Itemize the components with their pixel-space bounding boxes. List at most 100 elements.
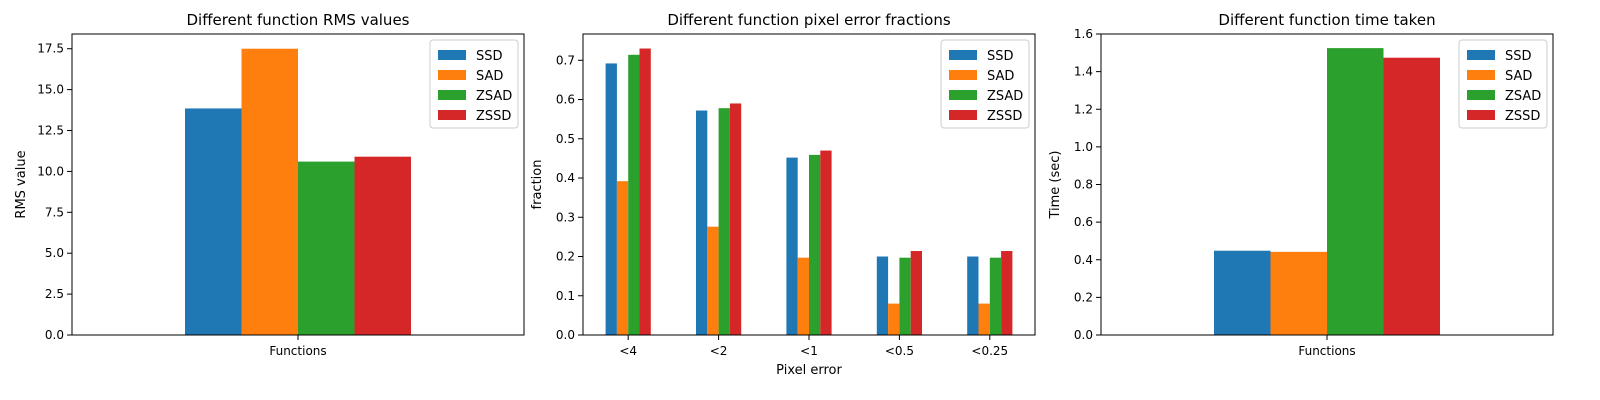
y-tick-label: 10.0 [37,164,64,178]
y-tick-label: 0.8 [1074,178,1093,192]
y-tick-label: 0.2 [1074,290,1093,304]
legend-swatch-sad [438,70,466,80]
legend-swatch-zsad [438,90,466,100]
legend-swatch-ssd [1467,50,1495,60]
y-tick-label: 1.6 [1074,27,1093,41]
legend: SSD SAD ZSAD ZSSD [940,39,1030,129]
legend-box [940,39,1030,129]
legend-swatch-ssd [438,50,466,60]
y-tick-label: 0.0 [556,328,575,342]
y-tick-label: 0.4 [556,171,575,185]
y-tick-label: 12.5 [37,124,64,138]
legend-swatch-zsad [1467,90,1495,100]
bar-sad-2 [707,226,719,335]
chart-panel-2: 0.0 0.1 0.2 0.3 0.4 0.5 0.6 0.7 <4 <2 <1 <0.5 <0.25 D… [530,11,1036,378]
legend-label-sad: SAD [1505,69,1532,84]
legend-label-zssd: ZSSD [987,109,1022,124]
y-tick-label: 0.2 [556,250,575,264]
y-tick-label: 0.5 [556,132,575,146]
bar-sad-0-5 [888,303,900,335]
bar-zssd-2 [729,103,742,336]
x-axis-label: Pixel error [776,363,842,378]
legend-box [1458,39,1548,129]
y-tick-label: 0.7 [556,53,575,67]
bar-ssd-2 [696,110,708,335]
legend-swatch-zsad [949,90,977,100]
legend-label-zssd: ZSSD [476,109,511,124]
chart-panel-3: 0.0 0.2 0.4 0.6 0.8 1.0 1.2 1.4 1.6 Functions Diff… [1048,11,1554,358]
bar-ssd-functions [1214,250,1271,335]
y-tick-label: 0.6 [556,93,575,107]
bar-zsad-functions [298,161,355,335]
y-tick-label: 7.5 [45,205,64,219]
bar-zssd-0-25 [1001,251,1013,335]
legend-swatch-zssd [949,110,977,120]
legend: SSD SAD ZSAD ZSSD [429,39,519,129]
y-tick-label: 1.4 [1074,65,1093,79]
legend-label-zsad: ZSAD [476,89,512,104]
bar-zssd-0-5 [910,251,922,335]
legend-box [429,39,519,129]
y-tick-label: 0.1 [556,289,575,303]
bar-zsad-0-5 [899,257,911,335]
legend-swatch-sad [1467,70,1495,80]
x-tick-label: <0.25 [971,344,1008,358]
y-tick-label: 17.5 [37,42,64,56]
chart-panel-1: 0.0 2.5 5.0 7.5 10.0 12.5 15.0 17.5 Functions Dif… [14,11,525,358]
y-axis-label: Time (sec) [1048,150,1063,219]
legend-label-zssd: ZSSD [1505,109,1540,124]
bar-zsad-functions [1327,48,1384,336]
legend-label-sad: SAD [987,69,1014,84]
y-tick-label: 0.3 [556,210,575,224]
bar-zsad-4 [628,54,640,336]
legend: SSD SAD ZSAD ZSSD [1458,39,1548,129]
y-tick-label: 0.6 [1074,215,1093,229]
y-tick-label: 1.0 [1074,140,1093,154]
chart-title: Different function time taken [1218,11,1435,29]
x-tick-label: Functions [1298,344,1355,358]
x-tick-label: <4 [619,344,637,358]
x-tick-label: <2 [710,344,728,358]
bar-sad-4 [616,181,629,335]
bar-zssd-functions [1383,57,1440,335]
legend-label-sad: SAD [476,69,503,84]
bar-sad-functions [1270,251,1327,335]
legend-swatch-zssd [438,110,466,120]
bar-ssd-0-5 [876,256,889,335]
x-tick-label: <1 [800,344,818,358]
bar-ssd-1 [786,157,798,335]
bar-zsad-2 [718,108,730,335]
bar-sad-0-25 [978,303,990,335]
bar-ssd-0-25 [967,256,979,335]
legend-label-ssd: SSD [1505,49,1532,64]
y-axis-label: RMS value [14,150,29,218]
legend-label-ssd: SSD [987,49,1014,64]
legend-swatch-ssd [949,50,977,60]
legend-swatch-sad [949,70,977,80]
y-axis-label: fraction [530,160,545,210]
y-tick-label: 0.4 [1074,253,1093,267]
y-tick-label: 15.0 [37,83,64,97]
bar-zssd-1 [820,150,832,335]
chart-title: Different function pixel error fractions [667,11,951,29]
legend-label-zsad: ZSAD [987,89,1023,104]
bar-sad-functions [241,48,298,335]
legend-label-ssd: SSD [476,49,503,64]
bar-ssd-functions [185,108,242,336]
bar-zsad-1 [809,154,821,335]
bar-sad-1 [797,257,809,335]
legend-swatch-zssd [1467,110,1495,120]
bar-zssd-functions [354,156,411,335]
y-tick-label: 5.0 [45,246,64,260]
bar-zssd-4 [639,48,651,336]
y-tick-label: 2.5 [45,287,64,301]
x-tick-label: <0.5 [885,344,914,358]
y-tick-label: 0.0 [45,328,64,342]
y-tick-label: 0.0 [1074,328,1093,342]
bar-ssd-4 [605,63,617,336]
x-tick-label: Functions [269,344,326,358]
y-tick-label: 1.2 [1074,102,1093,116]
chart-title: Different function RMS values [187,11,410,29]
bar-zsad-0-25 [989,257,1002,335]
